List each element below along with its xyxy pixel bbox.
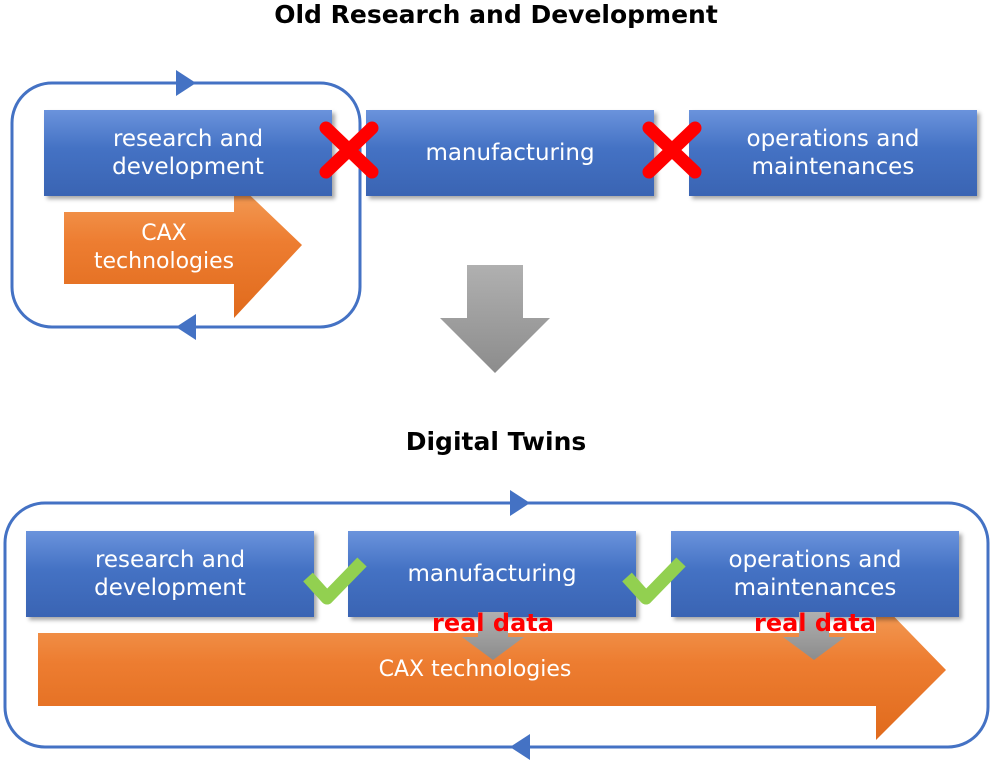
check-icon — [303, 557, 367, 605]
bottom-cycle-loop — [3, 490, 990, 760]
real-data-label: real data — [754, 609, 876, 637]
bottom-cycle-arrow-right-icon — [510, 490, 530, 516]
bottom-cax-arrow — [38, 598, 946, 740]
old-rd-title: Old Research and Development — [274, 0, 718, 29]
bottom-box-manufacturing: manufacturing — [348, 531, 636, 617]
top-cax-arrow — [64, 180, 302, 318]
top-cycle-arrow-left-icon — [176, 314, 196, 340]
cross-icon — [642, 121, 702, 179]
digital-twins-title: Digital Twins — [405, 427, 587, 456]
top-cycle-loop — [10, 70, 362, 340]
top-box-research: research and development — [44, 110, 332, 196]
bottom-cycle-arrow-left-icon — [510, 734, 530, 760]
top-box-operations: operations and maintenances — [689, 110, 977, 196]
real-data-arrow-icon — [462, 612, 524, 660]
real-data-arrow-icon — [783, 612, 845, 660]
bottom-cax-label: CAX technologies — [378, 657, 572, 682]
down-arrow-icon — [440, 265, 550, 373]
top-box-manufacturing: manufacturing — [366, 110, 654, 196]
top-cycle-arrow-right-icon — [176, 70, 196, 96]
real-data-label: real data — [432, 609, 554, 637]
check-icon — [622, 557, 686, 605]
top-cax-label: CAX technologies — [93, 221, 235, 274]
bottom-box-operations: operations and maintenances — [671, 531, 959, 617]
cross-icon — [319, 121, 379, 179]
bottom-box-research: research and development — [26, 531, 314, 617]
